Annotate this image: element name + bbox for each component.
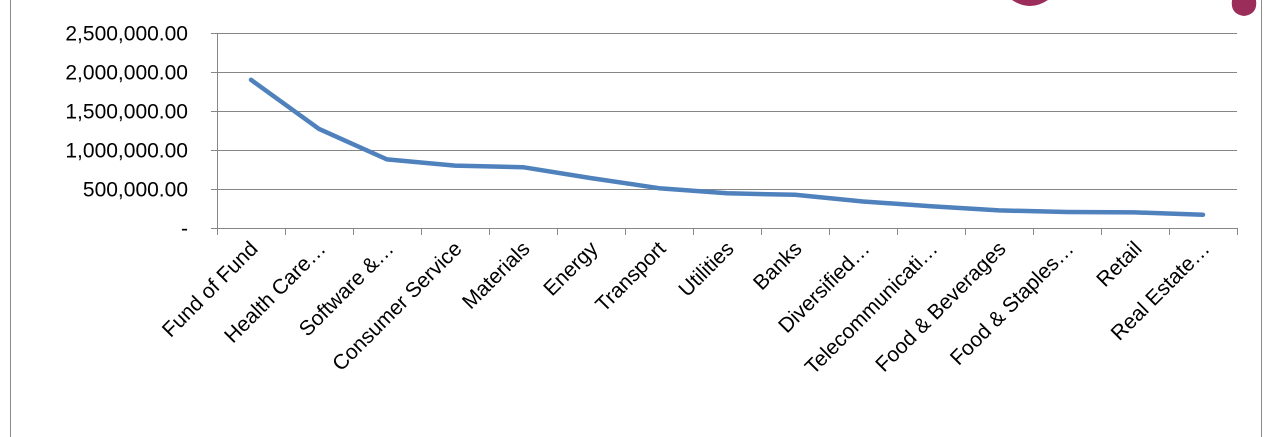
y-tick-label: 2,500,000.00 [65,23,188,46]
x-tick-label: Energy [539,237,603,301]
x-tick-label: Retail [1092,237,1146,291]
logo-fragment-left [1012,0,1048,6]
x-tick-label: Food & Staples… [946,237,1079,370]
logo-fragment-right [1231,0,1257,16]
x-tick-label: Telecommunicati… [801,237,943,379]
x-tick-label: Utilities [674,237,738,301]
x-tick-label: Banks [749,237,807,295]
x-axis [217,33,1238,235]
series-line [248,77,1206,217]
y-tick-label: 2,000,000.00 [65,62,188,85]
y-tick-label: 500,000.00 [83,179,188,202]
y-axis-tick-labels: - 500,000.00 1,000,000.00 1,500,000.00 2,000… [65,23,188,241]
y-tick-label: - [181,218,188,241]
chart-frame [10,0,1262,437]
x-tick-label: Transport [591,237,670,316]
y-tick-label: 1,500,000.00 [65,101,188,124]
series-group [248,77,1206,217]
x-tick-label: Consumer Service [328,237,466,375]
y-tick-label: 1,000,000.00 [65,140,188,163]
gridlines [211,33,1237,229]
x-tick-label: Food & Beverages [871,237,1010,376]
x-tick-label: Materials [458,237,535,314]
